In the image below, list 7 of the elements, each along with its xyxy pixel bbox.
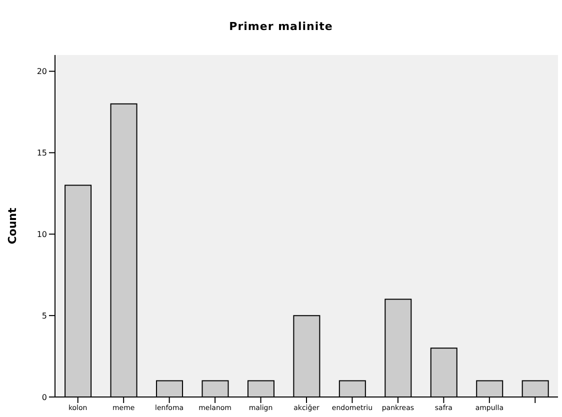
y-tick-label: 20 [36,67,47,76]
y-tick-label: 5 [42,311,47,320]
y-tick-label: 0 [42,392,47,402]
y-tick-label: 10 [36,230,47,239]
chart-title: Primer malinite [228,20,334,33]
y-tick-label: 15 [36,148,47,158]
y-axis-title: Count [6,208,19,244]
